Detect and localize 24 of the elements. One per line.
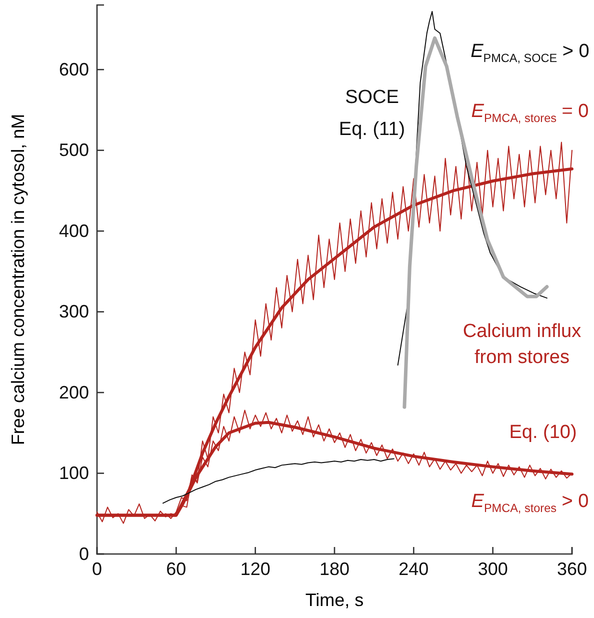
y-tick-label: 0 [78, 544, 89, 564]
x-tick-label: 120 [240, 558, 270, 579]
y-tick-label: 600 [58, 59, 89, 80]
x-tick-label: 240 [398, 558, 429, 579]
annotation: Calcium influx [462, 321, 582, 342]
annotation: E$_{PMCA, stores}$ = 0 [471, 101, 589, 125]
x-tick-label: 360 [556, 558, 588, 579]
x-tick-label: 180 [319, 558, 350, 579]
x-tick-label: 300 [478, 558, 508, 579]
annotation: from stores [474, 347, 570, 368]
annotation: Eq. (11) [338, 119, 406, 140]
x-tick-label: 60 [166, 558, 186, 579]
y-axis-title: Free calcium concentration in cytosol, nM [8, 114, 28, 446]
annotation: SOCE [345, 87, 399, 108]
annotation: Eq. (10) [509, 422, 577, 444]
y-tick-label: 200 [58, 382, 89, 402]
annotation: E$_{PMCA, SOCE}$ > 0 [470, 41, 590, 65]
y-tick-label: 500 [58, 140, 89, 160]
x-axis-title: Time, s [305, 590, 364, 610]
annotation: E$_{PMCA, stores}$ > 0 [471, 491, 589, 515]
y-tick-label: 100 [58, 463, 89, 484]
y-tick-label: 400 [58, 220, 89, 241]
y-tick-label: 300 [58, 302, 89, 322]
x-tick-label: 0 [92, 558, 102, 579]
